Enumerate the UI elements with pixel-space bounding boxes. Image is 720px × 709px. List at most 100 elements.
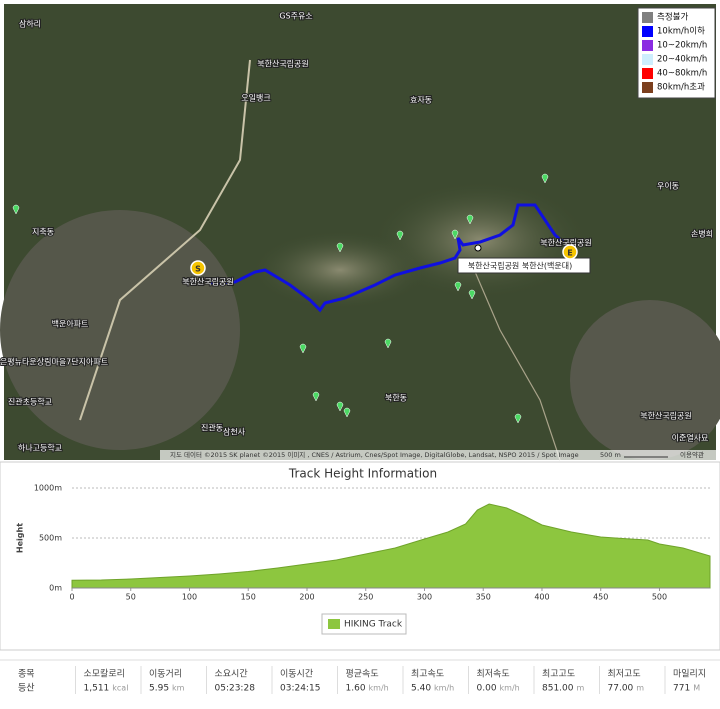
legend-swatch <box>642 26 653 37</box>
road <box>79 59 251 421</box>
stat-value: 851.00 <box>542 684 574 694</box>
stat-value: 등산 <box>18 683 35 694</box>
stat-label: 최저고도 <box>608 669 641 680</box>
x-tick-label: 250 <box>358 593 373 602</box>
x-tick-label: 450 <box>593 593 608 602</box>
poi-pin[interactable] <box>336 401 344 412</box>
stat-value: 1.60 <box>346 684 366 694</box>
legend-label[interactable]: HIKING Track <box>344 620 403 630</box>
legend-swatch <box>642 54 653 65</box>
place-label: 북한산국립공원 <box>257 59 309 69</box>
poi-pin[interactable] <box>468 289 476 300</box>
stat-label: 종목 <box>18 669 35 680</box>
start-label: S <box>195 265 201 274</box>
stat-label: 최고고도 <box>542 669 575 680</box>
stat-value: 77.00 <box>608 684 634 694</box>
chart-title: Track Height Information <box>288 467 437 481</box>
poi-pin[interactable] <box>514 413 522 424</box>
poi-pin[interactable] <box>541 173 549 184</box>
x-tick-label: 100 <box>182 593 197 602</box>
stat-value: 05:23:28 <box>215 684 256 694</box>
stat-unit: km/h <box>500 684 520 693</box>
y-tick-label: 500m <box>39 534 62 543</box>
poi-pin[interactable] <box>299 343 307 354</box>
stat-label: 이동거리 <box>149 669 182 680</box>
x-tick-label: 500 <box>652 593 667 602</box>
place-label: 효자동 <box>410 96 432 105</box>
stat-value: 5.95 <box>149 684 169 694</box>
place-label: 북한산국립공원 북한산(백운대) <box>468 261 572 271</box>
x-tick-label: 50 <box>126 593 136 602</box>
legend-label: 측정불가 <box>657 12 688 23</box>
place-label: 이준열사묘 <box>672 433 709 443</box>
poi-pin[interactable] <box>466 214 474 225</box>
attribution-bar <box>160 450 716 460</box>
stat-label: 마일리지 <box>673 669 706 680</box>
legend-label: 10km/h이하 <box>657 26 705 37</box>
place-label: 북한산국립공원 <box>640 411 692 421</box>
stat-value: 1,511 <box>84 684 110 694</box>
place-label: 손병희 <box>691 229 713 239</box>
poi-pin[interactable] <box>396 230 404 241</box>
place-label: 진관초등학교 <box>8 397 52 407</box>
poi-pin[interactable] <box>454 281 462 292</box>
x-tick-label: 200 <box>299 593 314 602</box>
end-marker[interactable] <box>562 244 578 260</box>
stat-label: 소요시간 <box>215 669 248 680</box>
poi-pin[interactable] <box>451 229 459 240</box>
scale-label: 500 m <box>600 451 621 459</box>
stat-unit: km/h <box>369 684 389 693</box>
poi-pin[interactable] <box>312 391 320 402</box>
place-callout <box>457 257 591 274</box>
chart-legend <box>321 613 407 635</box>
terms-link[interactable]: 이용약관 <box>680 450 704 459</box>
y-tick-label: 0m <box>49 584 62 593</box>
place-label: 지축동 <box>32 228 54 237</box>
legend-swatch <box>642 12 653 23</box>
place-label: GS주유소 <box>279 12 312 21</box>
x-tick-label: 0 <box>69 593 74 602</box>
stat-label: 최고속도 <box>411 669 444 680</box>
legend-label: 80km/h초과 <box>657 83 705 93</box>
town-area <box>570 300 720 460</box>
place-label: 북한산국립공원 <box>182 277 234 287</box>
route <box>204 203 571 313</box>
poi-pin[interactable] <box>12 204 20 215</box>
place-label: 진관동 <box>201 423 223 433</box>
attribution: 지도 데이터 ©2015 SK planet ©2015 이미지 , CNES … <box>170 450 579 459</box>
stat-unit: M <box>693 684 700 693</box>
stat-unit: km <box>172 684 185 693</box>
legend-label: 10~20km/h <box>657 41 707 51</box>
peak-marker <box>474 244 482 252</box>
poi-pin[interactable] <box>343 407 351 418</box>
stat-unit: m <box>636 684 644 693</box>
stat-label: 평균속도 <box>346 669 379 680</box>
stat-value: 03:24:15 <box>280 684 320 694</box>
place-label: 북한산국립공원 <box>540 238 592 248</box>
legend-label: 40~80km/h <box>657 69 707 79</box>
start-marker[interactable] <box>190 260 206 276</box>
poi-pin[interactable] <box>336 242 344 253</box>
legend-swatch <box>642 82 653 93</box>
stat-label: 소모칼로리 <box>84 669 125 680</box>
stat-value: 5.40 <box>411 684 431 694</box>
stat-label: 이동시간 <box>280 669 313 680</box>
x-tick-label: 400 <box>534 593 549 602</box>
stat-unit: m <box>577 684 585 693</box>
stat-unit: kcal <box>112 684 128 693</box>
legend-label: 20~40km/h <box>657 55 707 65</box>
place-label: 삼천사 <box>223 427 246 437</box>
poi-pin[interactable] <box>384 338 392 349</box>
stat-unit: km/h <box>434 684 454 693</box>
y-axis-label: Height <box>16 523 25 553</box>
y-tick-label: 1000m <box>34 484 62 493</box>
place-label: 우이동 <box>657 181 679 191</box>
road <box>469 259 561 461</box>
stat-value: 771 <box>673 684 690 694</box>
end-label: E <box>567 249 572 258</box>
place-label: 하나고등학교 <box>18 443 62 453</box>
stat-label: 최저속도 <box>477 669 510 680</box>
place-label: 북한동 <box>385 394 407 403</box>
